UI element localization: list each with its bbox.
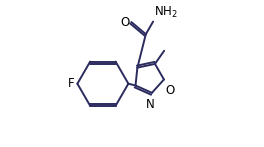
Text: N: N — [146, 98, 155, 111]
Text: F: F — [68, 77, 75, 90]
Text: O: O — [120, 16, 129, 29]
Text: NH$_2$: NH$_2$ — [154, 5, 178, 20]
Text: O: O — [166, 84, 175, 97]
